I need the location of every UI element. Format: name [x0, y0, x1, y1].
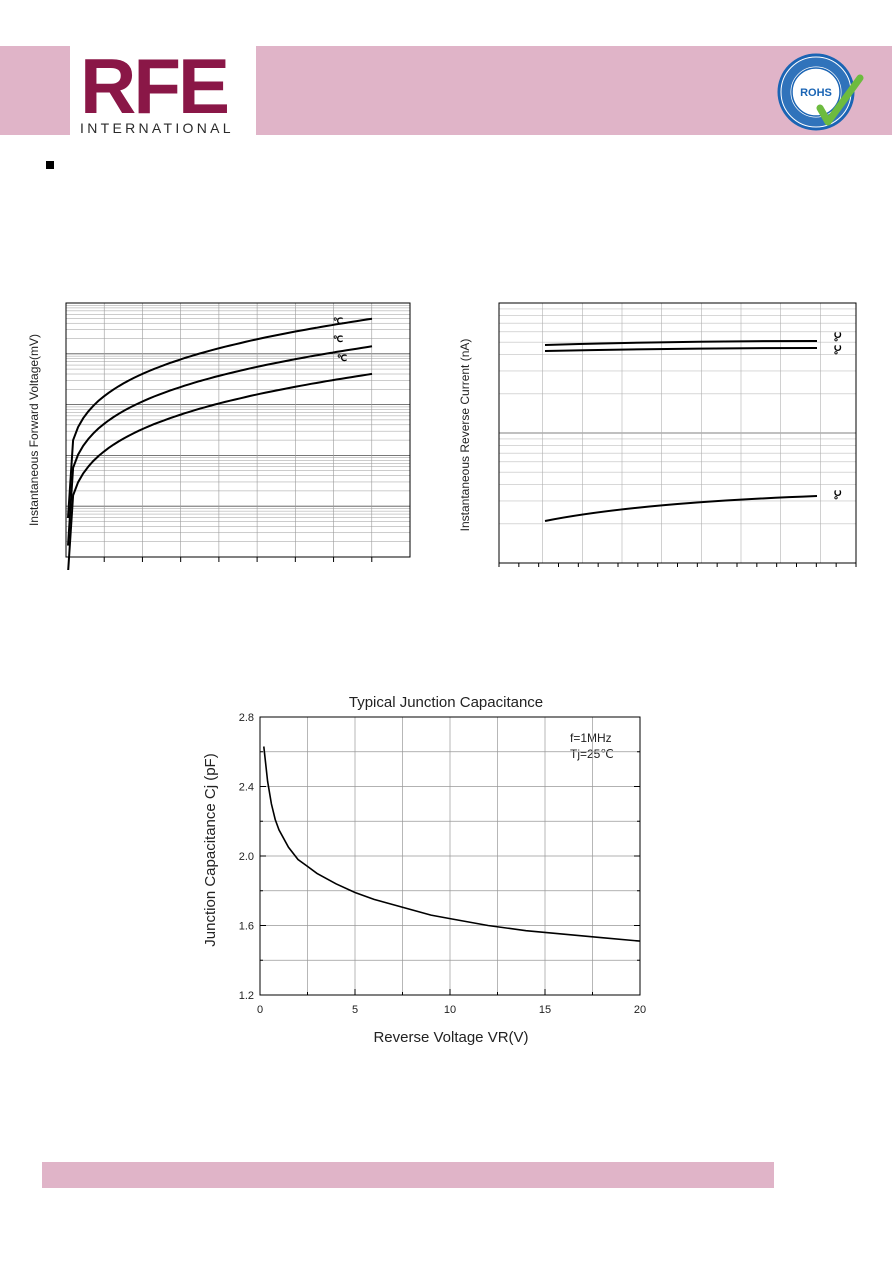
x-tick-label: 15	[539, 1004, 551, 1016]
y-tick-label: 1.2	[239, 990, 254, 1002]
x-tick-label: 0	[257, 1004, 263, 1016]
y-tick-label: 2.4	[239, 782, 254, 794]
chart-xlabel: Reverse Voltage VR(V)	[373, 1029, 528, 1046]
forward-chart-ylabel: Instantaneous Forward Voltage(mV)	[27, 334, 41, 526]
capacitance-chart-grid	[260, 717, 640, 995]
logo-background	[70, 46, 256, 135]
chart-title: Typical Junction Capacitance	[349, 694, 543, 711]
reverse-curve	[544, 347, 818, 352]
forward-curve-label: ℃	[337, 353, 347, 363]
reverse-curve	[544, 340, 818, 346]
reverse-chart-ylabel: Instantaneous Reverse Current (nA)	[458, 339, 472, 532]
y-tick-label: 1.6	[239, 921, 254, 933]
reverse-curve-label: ℃	[833, 345, 843, 355]
reverse-curve	[544, 495, 818, 522]
forward-chart-frame	[65, 302, 411, 558]
x-tick-label: 20	[634, 1004, 646, 1016]
rohs-label: ROHS	[800, 87, 832, 99]
reverse-current-chart: Instantaneous Reverse Current (nA) ℃ ℃ ℃	[458, 302, 857, 567]
reverse-curve-label: ℃	[833, 490, 843, 500]
company-logo-subtitle: INTERNATIONAL	[80, 120, 234, 136]
rohs-compliant-badge: ROHS	[777, 53, 864, 131]
reverse-chart-grid	[498, 302, 857, 567]
chart-annotation: f=1MHz	[570, 731, 612, 745]
forward-curve-label: ℃	[333, 334, 343, 344]
checkmark-icon	[816, 74, 864, 126]
forward-curve	[67, 317, 373, 519]
reverse-chart-curves	[544, 340, 818, 522]
junction-capacitance-chart: Typical Junction Capacitance Junction Ca…	[202, 694, 646, 1046]
x-tick-label: 5	[352, 1004, 358, 1016]
forward-chart-grid	[66, 302, 410, 562]
forward-curve-label: ℃	[333, 316, 343, 326]
reverse-curve-label: ℃	[833, 332, 843, 342]
x-tick-label: 10	[444, 1004, 456, 1016]
y-tick-label: 2.0	[239, 851, 254, 863]
forward-chart-curves	[67, 317, 373, 570]
section-bullet	[46, 161, 54, 169]
forward-curve	[67, 372, 373, 570]
company-logo: RFE	[80, 42, 230, 130]
footer-band	[42, 1162, 774, 1188]
chart-ylabel: Junction Capacitance Cj (pF)	[202, 753, 219, 946]
chart-annotation: Tj=25℃	[570, 747, 614, 761]
forward-curve	[67, 345, 373, 546]
y-tick-label: 2.8	[239, 712, 254, 724]
reverse-chart-frame	[498, 302, 857, 564]
capacitance-series-line	[263, 746, 641, 942]
capacitance-chart-frame	[259, 716, 641, 996]
forward-voltage-chart: Instantaneous Forward Voltage(mV) ℃ ℃ ℃	[27, 302, 411, 570]
